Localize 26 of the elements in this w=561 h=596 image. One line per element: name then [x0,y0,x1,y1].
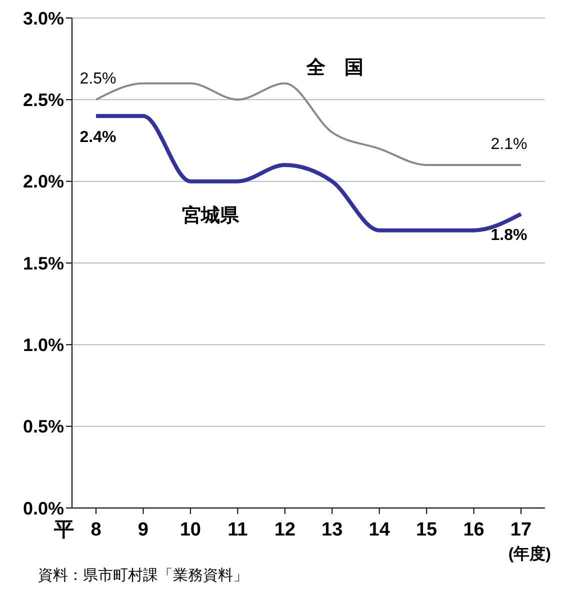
series-label: 全 国 [305,57,364,78]
y-tick-label: 2.5% [22,90,64,110]
y-tick-label: 0.5% [22,416,64,437]
x-tick-label: 16 [463,519,484,540]
y-tick-label: 3.0% [22,8,64,28]
x-tick-label: 13 [322,519,343,540]
x-tick-label: 12 [274,519,296,540]
x-tick-label: 14 [368,519,390,540]
x-tick-label: 11 [228,519,248,540]
data-label: 2.1% [490,136,528,153]
y-tick-label: 1.0% [22,335,64,356]
x-tick-label: 17 [510,519,532,540]
y-tick-label: 0.0% [22,498,64,518]
x-tick-label: 8 [90,519,102,540]
series-label: 宮城県 [182,204,240,226]
text: 資料：県市町村課「業務資料」 [38,566,248,585]
x-tick-label: 10 [180,519,202,540]
data-label: 1.8% [490,227,528,244]
x-tick-label: 9 [138,519,149,540]
text: 平 [54,519,74,541]
data-label: 2.5% [80,70,116,88]
y-tick-label: 2.0% [22,172,64,192]
x-axis-title: (年度) [508,544,551,565]
data-label: 2.4% [80,129,116,146]
x-tick-label: 15 [416,519,438,540]
y-tick-label: 1.5% [22,253,64,274]
